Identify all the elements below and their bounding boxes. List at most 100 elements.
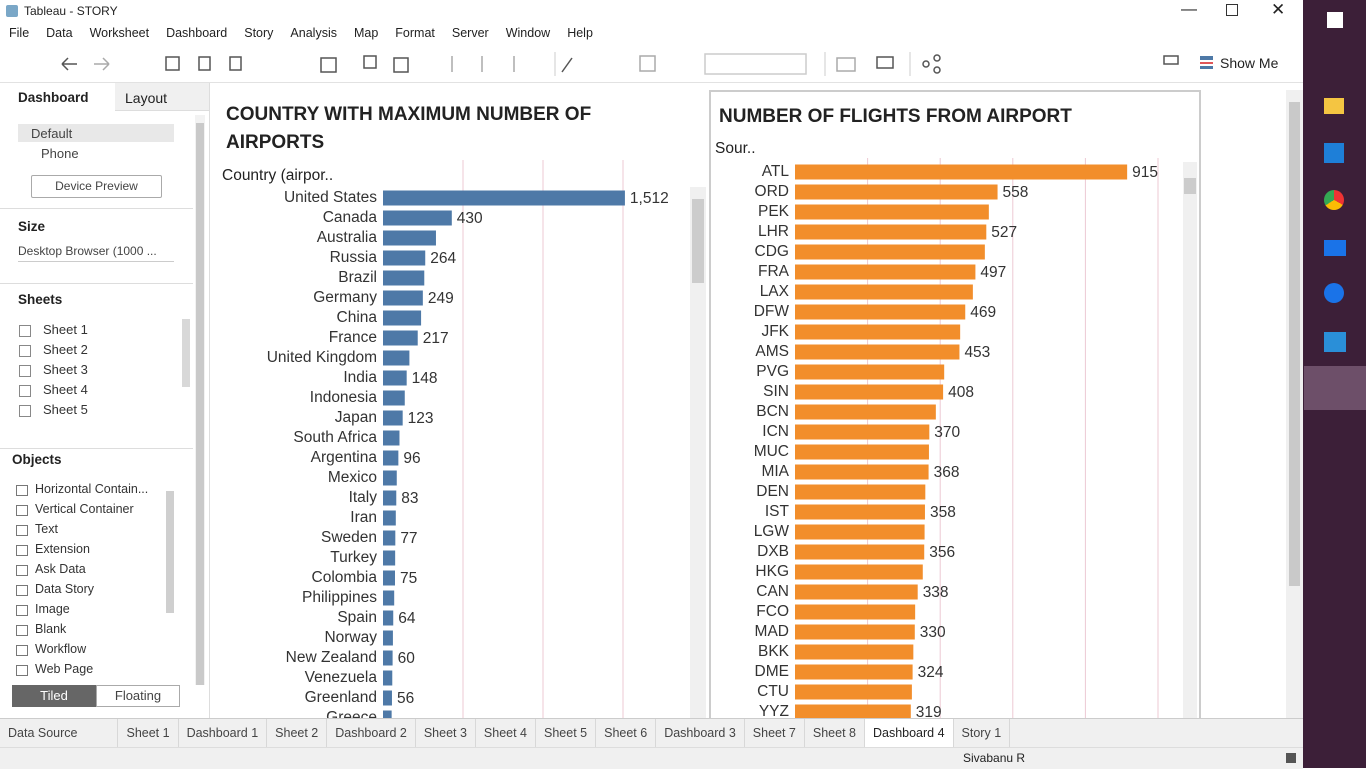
layout-tab[interactable]: Layout [115, 83, 209, 111]
menu-item[interactable]: Server [451, 26, 489, 40]
sheet-item[interactable]: Sheet 4 [43, 382, 88, 397]
menu-item[interactable]: Data [46, 26, 73, 40]
value-label: 324 [918, 664, 944, 681]
start[interactable] [1327, 12, 1343, 28]
menu-item[interactable]: Story [244, 26, 274, 40]
size-dropdown[interactable]: Desktop Browser (1000 ... [18, 244, 174, 262]
tab[interactable]: Dashboard 4 [864, 719, 954, 747]
category-label: DXB [757, 543, 789, 560]
object-item[interactable]: Blank [35, 622, 67, 636]
user[interactable]: Sivabanu R [963, 751, 1026, 765]
menu-item[interactable]: Help [567, 26, 593, 40]
bar [383, 710, 392, 718]
category-label: BCN [756, 403, 789, 420]
bar-chart: United States 1,512 Canada 430 Australia Russ… [267, 160, 669, 718]
category-label: Australia [317, 229, 378, 246]
close[interactable]: ✕ [1271, 0, 1286, 19]
tab[interactable]: Sheet 3 [416, 719, 476, 747]
tiled-button[interactable]: Tiled [12, 685, 96, 707]
divider [0, 448, 193, 449]
value-label: 60 [398, 650, 416, 667]
bar [383, 190, 625, 206]
tab[interactable]: Dashboard 2 [327, 719, 416, 747]
device-preview-button[interactable]: Device Preview [31, 175, 162, 198]
side-panel: Dashboard Layout Default Phone Device Pr… [0, 83, 210, 718]
tab[interactable]: Dashboard 3 [656, 719, 745, 747]
category-label: CDG [755, 243, 789, 260]
tab[interactable]: Data Source [0, 719, 119, 747]
object-item[interactable]: Web Page [35, 662, 94, 676]
bar [795, 484, 926, 500]
value-label: 1,512 [630, 190, 669, 207]
maximize[interactable] [1226, 4, 1238, 16]
bar [795, 524, 925, 540]
sheet-item[interactable]: Sheet 3 [43, 362, 88, 377]
dashboard-tab[interactable]: Dashboard [0, 83, 115, 111]
bar [795, 644, 914, 660]
object-item[interactable]: Text [35, 522, 58, 536]
tab[interactable]: Sheet 8 [805, 719, 865, 747]
value-label: 249 [428, 290, 454, 307]
view-toggle[interactable] [1286, 753, 1296, 763]
category-header: Country (airpor.. [222, 167, 334, 184]
scrollbar [182, 319, 190, 387]
device[interactable]: Default [31, 126, 73, 141]
tab[interactable]: Sheet 2 [267, 719, 328, 747]
value-label: 96 [403, 450, 420, 467]
menu-item[interactable]: Map [353, 26, 379, 40]
device-selected[interactable] [18, 124, 174, 142]
sheet-item[interactable]: Sheet 5 [43, 402, 88, 417]
menu-item[interactable]: Window [505, 26, 551, 40]
object-item[interactable]: Workflow [35, 642, 87, 656]
value-label: 915 [1132, 164, 1158, 181]
tab[interactable]: Dashboard 1 [179, 719, 268, 747]
object-item[interactable]: Horizontal Contain... [35, 482, 149, 496]
object-item[interactable]: Data Story [35, 582, 95, 596]
tab[interactable]: Sheet 5 [536, 719, 597, 747]
tab[interactable]: Sheet 7 [745, 719, 805, 747]
category-label: Greenland [305, 689, 377, 706]
show-me[interactable]: Show Me [1220, 55, 1279, 71]
floating-button[interactable]: Floating [96, 685, 180, 707]
bar [383, 330, 418, 346]
status-bar: Sivabanu R [0, 747, 1303, 769]
bar [795, 264, 976, 280]
bar [383, 670, 393, 686]
sheet-item[interactable]: Sheet 1 [43, 322, 88, 337]
explorer[interactable] [1324, 98, 1344, 114]
minimize[interactable]: — [1181, 1, 1197, 18]
menu-item[interactable]: File [9, 26, 30, 40]
device[interactable]: Phone [41, 146, 79, 161]
category-label: LHR [758, 223, 789, 240]
media[interactable] [1324, 332, 1346, 352]
bar [795, 364, 945, 380]
object-item[interactable]: Vertical Container [35, 502, 134, 516]
bar [383, 610, 394, 626]
category-label: IST [765, 503, 790, 520]
value-label: 430 [457, 210, 483, 227]
tab[interactable]: Sheet 4 [476, 719, 537, 747]
tab[interactable]: Story 1 [954, 719, 1011, 747]
object-item[interactable]: Ask Data [35, 562, 86, 576]
object-item[interactable]: Extension [35, 542, 90, 556]
tab[interactable]: Sheet 1 [118, 719, 179, 747]
value-label: 83 [401, 490, 418, 507]
sheet-item[interactable]: Sheet 2 [43, 342, 88, 357]
category-label: Venezuela [305, 669, 378, 686]
object-item[interactable]: Image [35, 602, 70, 616]
edge[interactable] [1324, 283, 1344, 303]
menu-item[interactable]: Worksheet [89, 26, 150, 40]
bar [383, 530, 396, 546]
tab[interactable]: Sheet 6 [596, 719, 657, 747]
menu-item[interactable]: Format [395, 26, 435, 40]
section-heading: Sheets [18, 292, 63, 307]
chrome[interactable] [1324, 190, 1344, 210]
store[interactable] [1324, 143, 1344, 163]
menu-item[interactable]: Dashboard [166, 26, 228, 40]
category-label: India [343, 369, 377, 386]
mail[interactable] [1324, 240, 1346, 256]
menu-item[interactable]: Analysis [290, 26, 337, 40]
show-me-icon [1200, 56, 1213, 69]
tableau-active[interactable] [1304, 366, 1366, 410]
sheet-icon [19, 345, 31, 357]
